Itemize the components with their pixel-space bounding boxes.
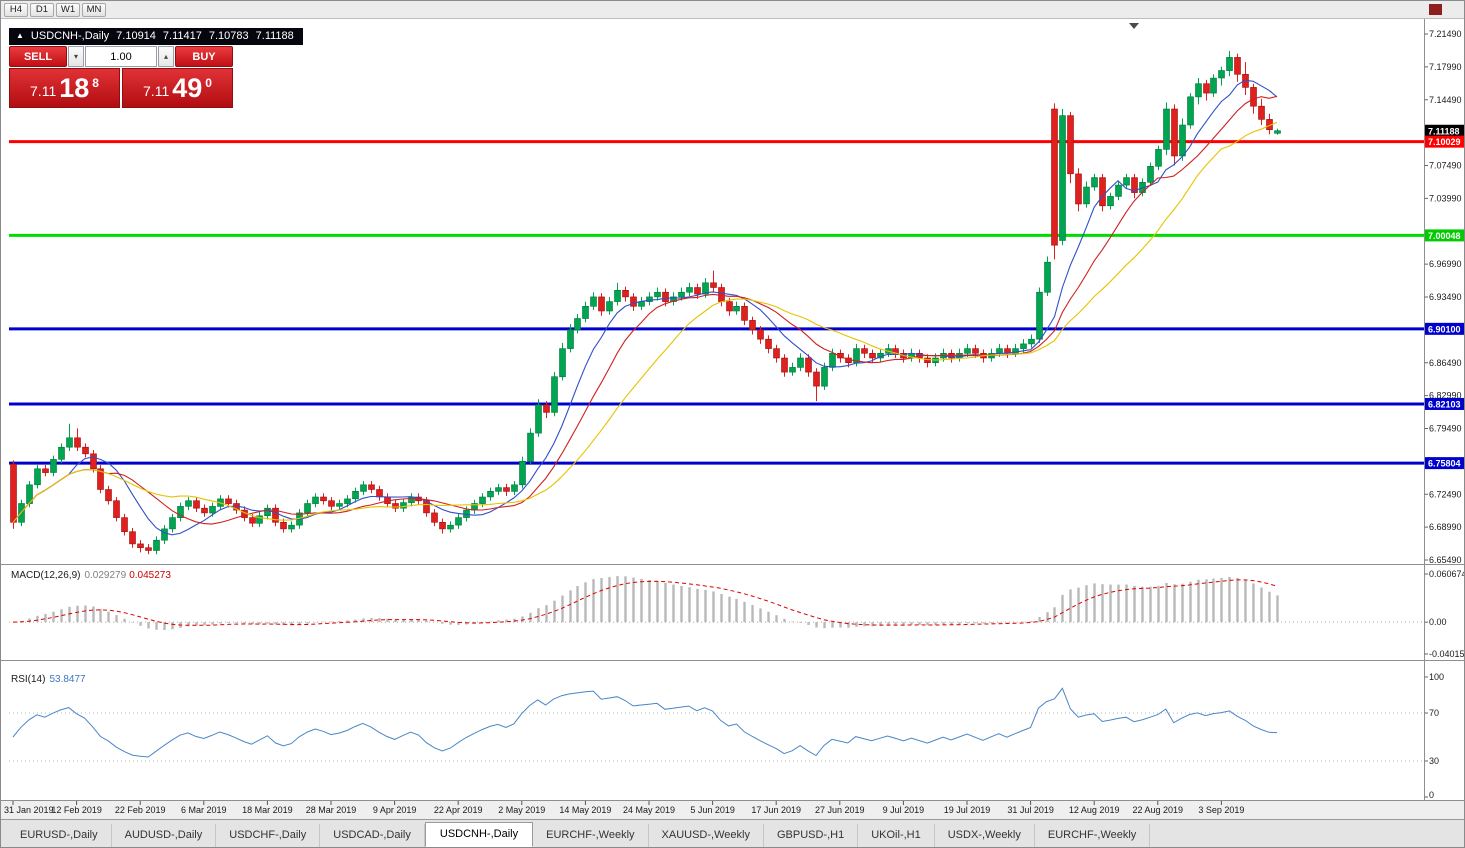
svg-text:31 Jan 2019: 31 Jan 2019 <box>4 805 54 815</box>
chart-tab-usdcad-daily[interactable]: USDCAD-,Daily <box>320 824 425 847</box>
chart-tab-usdchf-daily[interactable]: USDCHF-,Daily <box>216 824 321 847</box>
svg-text:2 May 2019: 2 May 2019 <box>498 805 545 815</box>
chart-tab-xauusd-weekly[interactable]: XAUUSD-,Weekly <box>649 824 764 847</box>
svg-text:9 Jul 2019: 9 Jul 2019 <box>883 805 925 815</box>
svg-text:22 Feb 2019: 22 Feb 2019 <box>115 805 166 815</box>
svg-text:7.11188: 7.11188 <box>1428 126 1460 136</box>
rsi-name: RSI(14) <box>11 674 46 685</box>
symbol-period-label: USDCNH-,Daily <box>30 30 110 42</box>
buy-price-tile[interactable]: 7.11 49 0 <box>122 68 233 108</box>
chart-tab-gbpusd-h1[interactable]: GBPUSD-,H1 <box>764 824 859 847</box>
rsi-indicator-label: RSI(14) 53.8477 <box>11 674 86 685</box>
buy-point: 0 <box>205 76 212 90</box>
svg-text:14 May 2019: 14 May 2019 <box>559 805 611 815</box>
one-click-trading-panel: SELL ▾ ▴ BUY 7.11 18 8 7.11 49 0 <box>9 46 233 108</box>
svg-text:0.060674: 0.060674 <box>1429 569 1465 579</box>
svg-text:6.75804: 6.75804 <box>1428 459 1461 469</box>
sell-point: 8 <box>92 76 99 90</box>
svg-text:6.65490: 6.65490 <box>1429 555 1462 565</box>
timeframe-button-h4[interactable]: H4 <box>4 2 28 17</box>
svg-text:6.79490: 6.79490 <box>1429 424 1462 434</box>
svg-text:19 Jul 2019: 19 Jul 2019 <box>944 805 991 815</box>
svg-text:27 Jun 2019: 27 Jun 2019 <box>815 805 865 815</box>
svg-text:12 Feb 2019: 12 Feb 2019 <box>51 805 102 815</box>
svg-text:6.82103: 6.82103 <box>1428 399 1461 409</box>
svg-text:6.93490: 6.93490 <box>1429 292 1462 302</box>
svg-text:7.00048: 7.00048 <box>1428 231 1461 241</box>
svg-text:31 Jul 2019: 31 Jul 2019 <box>1007 805 1054 815</box>
rsi-value: 53.8477 <box>49 674 86 685</box>
svg-text:70: 70 <box>1429 708 1439 718</box>
sell-pips: 18 <box>59 73 90 103</box>
svg-text:6.90100: 6.90100 <box>1428 324 1461 334</box>
chart-tab-usdx-weekly[interactable]: USDX-,Weekly <box>935 824 1035 847</box>
svg-text:0.00: 0.00 <box>1429 617 1447 627</box>
chart-tab-ukoil-h1[interactable]: UKOil-,H1 <box>858 824 935 847</box>
svg-text:28 Mar 2019: 28 Mar 2019 <box>306 805 357 815</box>
timeframe-button-d1[interactable]: D1 <box>30 2 54 17</box>
open-value: 7.10914 <box>116 30 156 42</box>
svg-text:5 Jun 2019: 5 Jun 2019 <box>690 805 735 815</box>
svg-text:-0.040152: -0.040152 <box>1429 649 1465 659</box>
svg-text:6.72490: 6.72490 <box>1429 489 1462 499</box>
toolbar: H4 D1 W1 MN <box>1 1 1464 19</box>
svg-text:6.96990: 6.96990 <box>1429 259 1462 269</box>
svg-text:17 Jun 2019: 17 Jun 2019 <box>751 805 801 815</box>
svg-text:7.14490: 7.14490 <box>1429 95 1462 105</box>
volume-input[interactable] <box>85 46 157 67</box>
svg-text:7.17990: 7.17990 <box>1429 62 1462 72</box>
chevron-down-icon: ▾ <box>73 52 78 61</box>
svg-text:30: 30 <box>1429 756 1439 766</box>
macd-main-value: 0.029279 <box>84 570 127 581</box>
chart-tab-usdcnh-daily[interactable]: USDCNH-,Daily <box>424 822 534 847</box>
chart-marker-icon: ▲ <box>16 31 24 40</box>
toolbar-right-marker <box>1429 4 1442 15</box>
svg-text:7.21490: 7.21490 <box>1429 29 1462 39</box>
buy-button[interactable]: BUY <box>175 46 233 67</box>
buy-big-figure: 7.11 <box>143 83 170 99</box>
chart-tab-bar: EURUSD-,Daily AUDUSD-,Daily USDCHF-,Daily U… <box>1 819 1464 847</box>
sell-button[interactable]: SELL <box>9 46 67 67</box>
macd-name: MACD(12,26,9) <box>11 570 81 581</box>
volume-dropdown-button[interactable]: ▾ <box>68 46 84 67</box>
chart-tab-eurchf-weekly[interactable]: EURCHF-,Weekly <box>533 824 649 847</box>
timeframe-button-mn[interactable]: MN <box>82 2 106 17</box>
svg-text:100: 100 <box>1429 672 1444 682</box>
macd-signal-value: 0.045273 <box>129 570 171 581</box>
sell-big-figure: 7.11 <box>30 83 57 99</box>
svg-text:7.07490: 7.07490 <box>1429 161 1462 171</box>
svg-text:6.82990: 6.82990 <box>1429 391 1462 401</box>
volume-up-button[interactable]: ▴ <box>158 46 174 67</box>
svg-text:6.68990: 6.68990 <box>1429 522 1462 532</box>
sell-price-tile[interactable]: 7.11 18 8 <box>9 68 120 108</box>
svg-text:6.86490: 6.86490 <box>1429 358 1462 368</box>
svg-text:7.10029: 7.10029 <box>1428 137 1461 147</box>
svg-text:24 May 2019: 24 May 2019 <box>623 805 675 815</box>
macd-indicator-label: MACD(12,26,9) 0.029279 0.045273 <box>11 570 171 581</box>
svg-text:3 Sep 2019: 3 Sep 2019 <box>1198 805 1244 815</box>
close-value: 7.11188 <box>255 30 294 42</box>
chart-tab-audusd-daily[interactable]: AUDUSD-,Daily <box>112 824 217 847</box>
buy-pips: 49 <box>172 73 203 103</box>
chart-tab-eurchf-weekly[interactable]: EURCHF-,Weekly <box>1035 824 1151 847</box>
svg-text:0: 0 <box>1429 790 1434 800</box>
low-value: 7.10783 <box>208 30 249 42</box>
timeframe-button-group: H4 D1 W1 MN <box>4 2 106 17</box>
chart-shift-marker <box>1129 23 1139 29</box>
svg-text:6 Mar 2019: 6 Mar 2019 <box>181 805 227 815</box>
chart-tab-eurusd-daily[interactable]: EURUSD-,Daily <box>7 824 112 847</box>
svg-text:7.03990: 7.03990 <box>1429 193 1462 203</box>
svg-text:9 Apr 2019: 9 Apr 2019 <box>373 805 417 815</box>
timeframe-button-w1[interactable]: W1 <box>56 2 80 17</box>
svg-text:22 Apr 2019: 22 Apr 2019 <box>434 805 483 815</box>
high-value: 7.11417 <box>162 30 202 42</box>
svg-text:22 Aug 2019: 22 Aug 2019 <box>1133 805 1184 815</box>
ohlc-title-bar: ▲ USDCNH-,Daily 7.10914 7.11417 7.10783 … <box>9 28 303 45</box>
svg-text:18 Mar 2019: 18 Mar 2019 <box>242 805 293 815</box>
svg-text:12 Aug 2019: 12 Aug 2019 <box>1069 805 1120 815</box>
chevron-up-icon: ▴ <box>163 52 168 61</box>
